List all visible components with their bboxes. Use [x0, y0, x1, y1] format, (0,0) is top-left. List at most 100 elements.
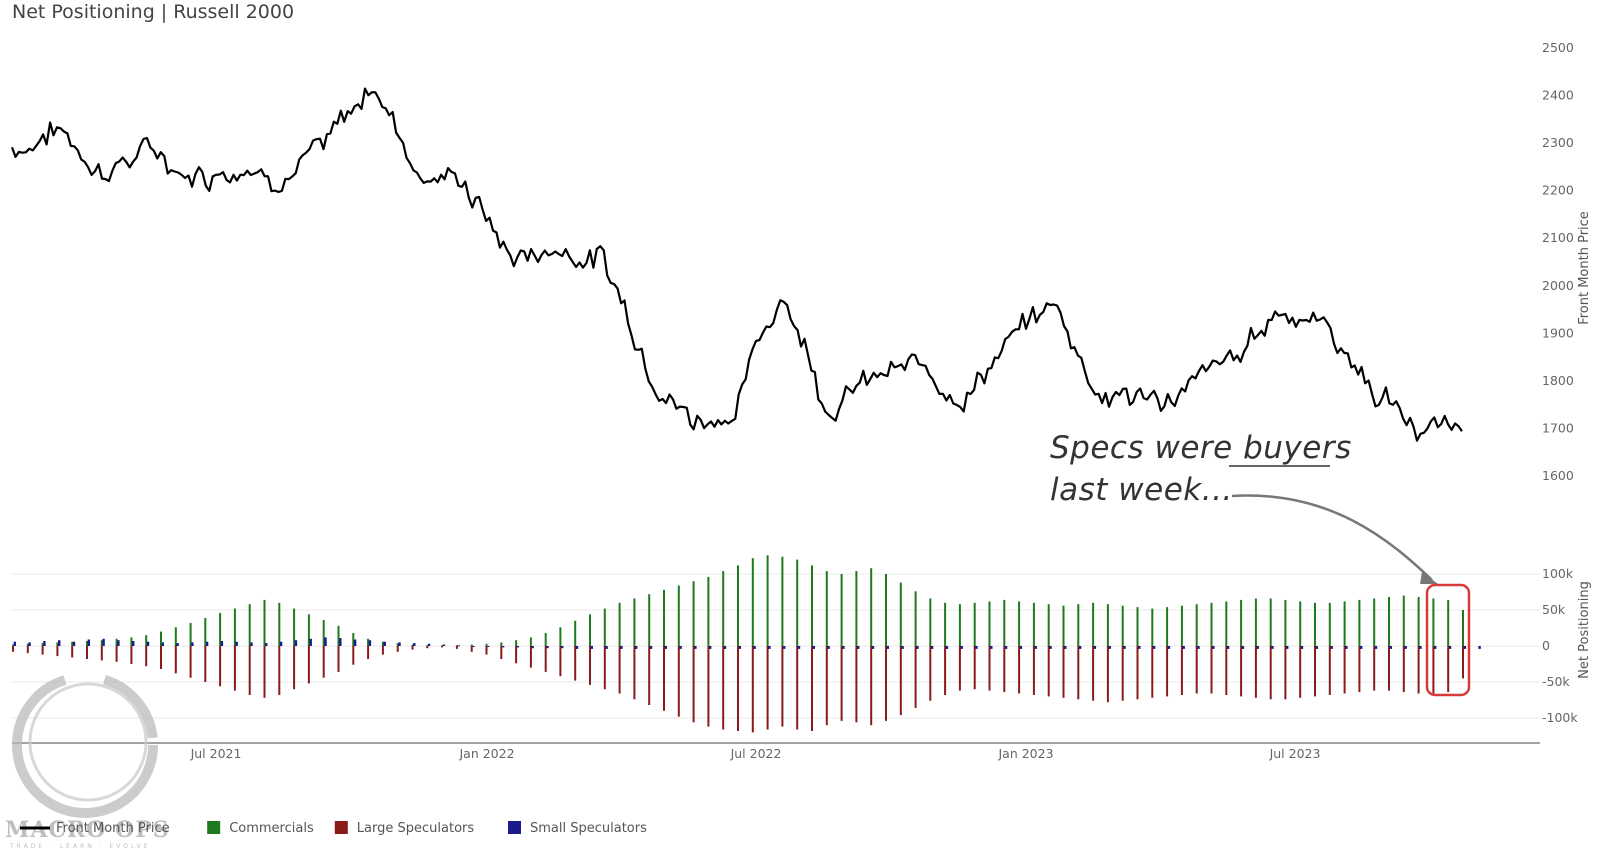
small-speculators-bar [1404, 646, 1407, 649]
commercials-bar [840, 574, 843, 646]
commercials-bar [485, 643, 488, 646]
commercials-bar [130, 637, 133, 646]
commercials-bar [86, 641, 88, 646]
small-speculators-bar [1345, 646, 1348, 649]
large-speculators-bar [737, 646, 739, 731]
commercials-bar [1417, 597, 1420, 646]
large-speculators-bar [618, 646, 621, 694]
commercials-bar [160, 631, 162, 646]
large-speculators-bar [278, 646, 281, 695]
large-speculators-bar [973, 646, 976, 690]
small-speculators-bar [1315, 646, 1318, 649]
x-tick-label: Jul 2023 [1269, 746, 1321, 761]
legend-label-small-speculators[interactable]: Small Speculators [530, 821, 647, 836]
x-axis: Jul 2021 Jan 2022 Jul 2022 Jan 2023 Jul 2023 [190, 746, 1321, 761]
large-speculators-bar [470, 646, 473, 652]
commercials-bar [574, 620, 577, 646]
x-tick-label: Jul 2022 [730, 746, 782, 761]
legend-label-large-speculators[interactable]: Large Speculators [357, 821, 475, 836]
commercials-bar [796, 559, 799, 646]
commercials-bar [1462, 610, 1464, 646]
small-speculators-bar [783, 646, 786, 649]
commercials-bar [1358, 599, 1361, 646]
commercials-bar [944, 602, 947, 646]
large-speculators-bar [248, 646, 251, 695]
small-speculators-bar [442, 644, 446, 646]
small-speculators-bar [886, 646, 889, 649]
large-speculators-bar [1180, 646, 1183, 695]
large-speculators-bar [189, 646, 192, 678]
small-speculators-bar [279, 641, 283, 646]
large-speculators-bar [559, 646, 562, 677]
macro-ops-logo: MACRO OPS TRADE · LEARN · EVOLVE [5, 672, 169, 850]
commercials-bar [603, 608, 606, 646]
small-speculators-bar [132, 641, 135, 646]
price-panel [10, 87, 1463, 442]
commercials-bar [1003, 599, 1006, 646]
large-speculators-bar [1254, 646, 1257, 698]
large-speculators-bar [544, 646, 547, 672]
small-speculators-bar [649, 646, 653, 649]
commercials-bar [589, 614, 591, 646]
small-speculators-bar [709, 646, 712, 649]
large-speculators-bar [219, 646, 222, 687]
price-tick-label: 1900 [1542, 325, 1574, 340]
price-tick-label: 2100 [1542, 230, 1574, 245]
large-speculators-bar [1195, 646, 1198, 694]
commercials-bar [1032, 602, 1035, 646]
legend-label-front-month-price[interactable]: Front Month Price [56, 821, 170, 836]
commercials-bar [1210, 602, 1213, 646]
large-speculators-bar [1225, 646, 1228, 695]
large-speculators-bar [307, 646, 310, 684]
commercials-bar [914, 591, 917, 646]
commercials-bar [692, 581, 695, 646]
commercials-bar [189, 623, 192, 646]
small-speculators-bar [324, 637, 327, 646]
large-speculators-bar [1092, 646, 1095, 701]
net-positioning-panel [12, 555, 1481, 733]
large-speculators-bar [100, 646, 103, 661]
small-speculators-bar [1064, 646, 1067, 649]
commercials-bar [352, 633, 355, 646]
large-speculators-bar [1343, 646, 1346, 694]
small-speculators-bar [738, 646, 741, 649]
large-speculators-bar [115, 646, 118, 662]
small-speculators-bar [1004, 646, 1008, 649]
commercials-bar [1388, 597, 1390, 646]
commercials-bar [1269, 598, 1272, 646]
commercials-bar [1328, 602, 1331, 646]
large-speculators-bar [1151, 646, 1154, 698]
legend-label-commercials[interactable]: Commercials [229, 821, 314, 836]
large-speculators-bar [1358, 646, 1361, 693]
small-speculators-bar [1034, 646, 1037, 649]
commercials-bar [233, 608, 236, 646]
large-speculators-bar [988, 646, 991, 691]
small-speculators-bar [1078, 646, 1082, 649]
small-speculators-bar [871, 646, 875, 649]
commercials-bar [707, 576, 710, 646]
large-speculators-bar [796, 646, 799, 730]
commercials-bar [12, 644, 14, 646]
large-speculators-bar [781, 646, 784, 727]
large-speculators-bar [500, 646, 503, 659]
large-speculators-bar [1047, 646, 1050, 697]
small-speculators-bar [694, 646, 697, 649]
small-speculators-bar [161, 642, 164, 646]
price-tick-label: 2400 [1542, 88, 1574, 103]
small-speculators-bar [413, 643, 416, 646]
commercials-bar [426, 645, 429, 647]
price-axis-title: Front Month Price [1577, 211, 1592, 325]
price-tick-label: 1800 [1542, 373, 1574, 388]
large-speculators-bar [1018, 646, 1021, 694]
small-speculators-bar [1256, 646, 1259, 649]
small-speculators-bar [1093, 646, 1097, 649]
small-speculators-bar [235, 641, 238, 646]
small-speculators-bar [1197, 646, 1200, 649]
commercials-bar [56, 642, 59, 646]
commercials-bar [115, 638, 118, 646]
small-speculators-bar [916, 646, 919, 649]
commercials-bar [1077, 604, 1080, 646]
large-speculators-bar [1417, 646, 1420, 694]
small-speculators-bar [309, 638, 312, 646]
